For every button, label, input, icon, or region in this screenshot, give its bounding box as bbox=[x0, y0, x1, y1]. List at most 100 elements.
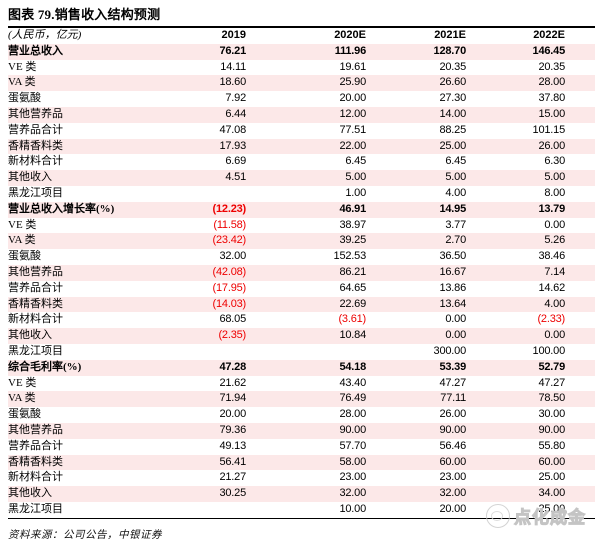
cell-2019: (23.42) bbox=[212, 234, 246, 247]
cell-2020e: 64.65 bbox=[339, 281, 366, 294]
cell-2022e: 30.00 bbox=[538, 408, 565, 421]
unit-label: (人民币，亿元) bbox=[8, 29, 82, 41]
cell-2019: 76.21 bbox=[219, 44, 246, 57]
cell-2022e: 34.00 bbox=[538, 487, 565, 500]
row-label: 蛋氨酸 bbox=[8, 92, 41, 105]
cell-2020e: 38.97 bbox=[339, 218, 366, 231]
table-row: VE 类 21.62 43.40 47.27 47.27 bbox=[8, 376, 595, 392]
cell-spacer bbox=[565, 360, 595, 376]
cell-2019: 6.44 bbox=[225, 107, 246, 120]
cell-2022e: 4.00 bbox=[544, 297, 565, 310]
cell-2020e: 90.00 bbox=[339, 423, 366, 436]
row-label: 蛋氨酸 bbox=[8, 408, 41, 421]
row-label: VA 类 bbox=[8, 76, 36, 89]
cell-2021e: 36.50 bbox=[439, 250, 466, 263]
row-label: 黑龙江项目 bbox=[8, 502, 63, 515]
table-row: 新材料合计 21.27 23.00 23.00 25.00 bbox=[8, 470, 595, 486]
cell-2020e: 77.51 bbox=[339, 123, 366, 136]
cell-2019: 4.51 bbox=[225, 171, 246, 184]
cell-2020e: 32.00 bbox=[339, 487, 366, 500]
cell-spacer bbox=[565, 107, 595, 123]
row-label: VE 类 bbox=[8, 218, 37, 231]
cell-2021e: 0.00 bbox=[445, 313, 466, 326]
cell-2022e: 0.00 bbox=[544, 329, 565, 342]
table-row: VA 类 18.60 25.90 26.60 28.00 bbox=[8, 75, 595, 92]
table-row: 综合毛利率(%) 47.28 54.18 53.39 52.79 bbox=[8, 359, 595, 376]
row-label: 新材料合计 bbox=[8, 313, 63, 326]
cell-2021e: 26.60 bbox=[439, 76, 466, 89]
cell-2019: 20.00 bbox=[219, 408, 246, 421]
cell-spacer bbox=[565, 486, 595, 502]
cell-spacer bbox=[565, 265, 595, 281]
cell-2021e: 3.77 bbox=[445, 218, 466, 231]
cell-2021e: 14.00 bbox=[439, 107, 466, 120]
cell-spacer bbox=[565, 502, 595, 518]
cell-2022e: 146.45 bbox=[532, 44, 565, 57]
cell-2019: 56.41 bbox=[219, 455, 246, 468]
cell-2021e: 53.39 bbox=[439, 360, 466, 373]
cell-2021e: 26.00 bbox=[439, 408, 466, 421]
cell-spacer bbox=[565, 44, 595, 60]
table-row: 其他营养品 (42.08) 86.21 16.67 7.14 bbox=[8, 264, 595, 281]
cell-2020e: 10.00 bbox=[339, 502, 366, 515]
row-label: VE 类 bbox=[8, 376, 37, 389]
cell-2020e: 28.00 bbox=[339, 408, 366, 421]
cell-2020e: 22.69 bbox=[339, 297, 366, 310]
source-note: 资料来源：公司公告，中银证券 bbox=[8, 530, 162, 541]
cell-spacer bbox=[565, 312, 595, 328]
cell-2021e: 13.86 bbox=[439, 281, 466, 294]
cell-2022e: 14.62 bbox=[538, 281, 565, 294]
cell-2019 bbox=[158, 502, 246, 518]
cell-2019: 71.94 bbox=[219, 392, 246, 405]
cell-2022e: 13.79 bbox=[538, 202, 565, 215]
cell-spacer bbox=[565, 91, 595, 107]
cell-2022e: 5.00 bbox=[544, 171, 565, 184]
table-row: VA 类 (23.42) 39.25 2.70 5.26 bbox=[8, 233, 595, 250]
cell-2021e: 14.95 bbox=[439, 202, 466, 215]
col-header-2021e: 2021E bbox=[434, 29, 466, 41]
cell-spacer bbox=[565, 376, 595, 392]
row-label: 新材料合计 bbox=[8, 155, 63, 168]
cell-2022e: 37.80 bbox=[538, 92, 565, 105]
cell-2019: 14.11 bbox=[220, 60, 246, 73]
cell-2020e: 12.00 bbox=[339, 107, 366, 120]
cell-2022e: 7.14 bbox=[544, 265, 565, 278]
cell-2019: 32.00 bbox=[219, 250, 246, 263]
row-label: 新材料合计 bbox=[8, 471, 63, 484]
cell-2020e: 76.49 bbox=[339, 392, 366, 405]
cell-2022e: 60.00 bbox=[538, 455, 565, 468]
cell-2020e: 22.00 bbox=[339, 139, 366, 152]
row-label: 其他收入 bbox=[8, 487, 52, 500]
cell-2022e: 25.00 bbox=[538, 471, 565, 484]
cell-spacer bbox=[565, 344, 595, 360]
cell-2022e: 78.50 bbox=[538, 392, 565, 405]
cell-2020e: 19.61 bbox=[339, 60, 366, 73]
table-row: 其他收入 (2.35) 10.84 0.00 0.00 bbox=[8, 328, 595, 344]
row-label: 营业总收入增长率(%) bbox=[8, 202, 115, 215]
table-row: 蛋氨酸 7.92 20.00 27.30 37.80 bbox=[8, 91, 595, 107]
figure-title: 图表 79.销售收入结构预测 bbox=[8, 7, 161, 22]
cell-2019: (11.58) bbox=[213, 218, 246, 231]
table-row: 新材料合计 68.05 (3.61) 0.00 (2.33) bbox=[8, 312, 595, 328]
row-label: 香精香料类 bbox=[8, 455, 63, 468]
cell-2020e: 1.00 bbox=[345, 186, 366, 199]
cell-2020e: 20.00 bbox=[339, 92, 366, 105]
cell-2021e: 60.00 bbox=[439, 455, 466, 468]
row-label: 其他收入 bbox=[8, 329, 52, 342]
col-header-2020e: 2020E bbox=[334, 29, 366, 41]
cell-spacer bbox=[565, 328, 595, 344]
row-label: 营养品合计 bbox=[8, 123, 63, 136]
cell-spacer bbox=[565, 202, 595, 218]
table-row: 新材料合计 6.69 6.45 6.45 6.30 bbox=[8, 154, 595, 170]
table-row: 其他收入 4.51 5.00 5.00 5.00 bbox=[8, 170, 595, 186]
forecast-table: (人民币，亿元) 2019 2020E 2021E 2022E 营业总收入 76… bbox=[8, 26, 595, 519]
cell-2021e: 90.00 bbox=[439, 423, 466, 436]
table-row: 黑龙江项目 10.00 20.00 25.00 bbox=[8, 502, 595, 518]
cell-2019: 49.13 bbox=[219, 439, 246, 452]
table-body: 营业总收入 76.21 111.96 128.70 146.45 VE 类 14… bbox=[8, 43, 595, 518]
table-row: 营养品合计 49.13 57.70 56.46 55.80 bbox=[8, 439, 595, 455]
cell-2021e: 32.00 bbox=[439, 487, 466, 500]
cell-2021e: 128.70 bbox=[433, 44, 466, 57]
row-label: 其他收入 bbox=[8, 171, 52, 184]
cell-spacer bbox=[565, 470, 595, 486]
